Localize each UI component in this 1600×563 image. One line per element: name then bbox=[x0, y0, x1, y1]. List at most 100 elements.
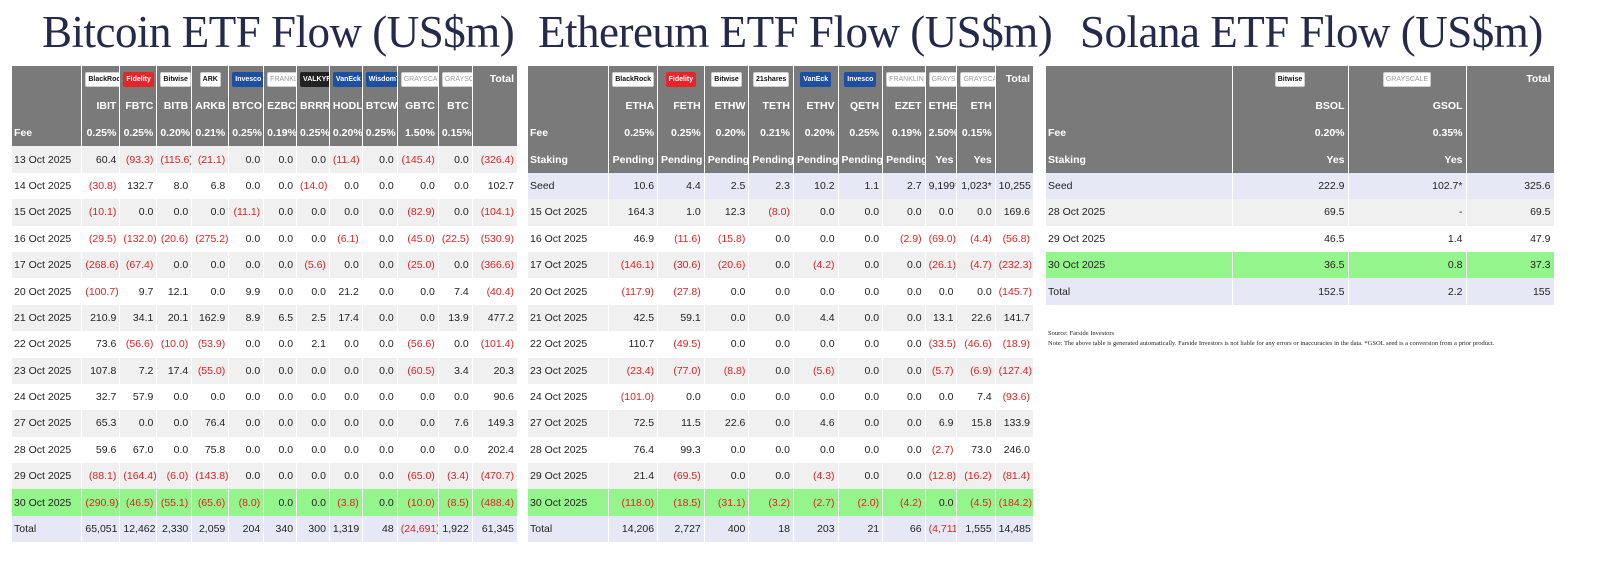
flow-cell: 34.1 bbox=[119, 304, 158, 332]
flow-cell: (65.0) bbox=[397, 463, 439, 490]
ticker-ethe: ETHE bbox=[925, 92, 958, 120]
flow-cell: 0.0 bbox=[156, 436, 193, 464]
row-total-cell: 141.7 bbox=[995, 304, 1035, 332]
flow-cell: (27.8) bbox=[657, 278, 705, 305]
flow-cell: (12.8) bbox=[925, 463, 958, 490]
ticker-ethv: ETHV bbox=[793, 92, 839, 120]
flow-cell: 340 bbox=[263, 515, 298, 543]
flow-cell: 0.0 bbox=[838, 357, 884, 384]
total-header: Total bbox=[1466, 66, 1555, 92]
flow-cell: 8.9 bbox=[228, 304, 265, 332]
flow-cell: (4.2) bbox=[793, 251, 839, 279]
issuer-cell: VanEck bbox=[329, 66, 363, 92]
cell: 0.20% bbox=[329, 120, 363, 147]
flow-cell: 162.9 bbox=[191, 304, 230, 332]
flow-cell: 0.0 bbox=[925, 278, 958, 305]
flow-cell: (101.0) bbox=[608, 383, 659, 411]
flow-cell: 14,206 bbox=[608, 515, 659, 543]
flow-cell: (14.0) bbox=[296, 172, 330, 200]
flow-cell: 0.0 bbox=[329, 199, 363, 226]
cell: 1.50% bbox=[397, 120, 439, 147]
flow-cell: 99.3 bbox=[657, 436, 705, 464]
ticker-ezet: EZET bbox=[882, 92, 926, 120]
flow-cell: (268.6) bbox=[81, 251, 121, 279]
flow-cell: 0.0 bbox=[748, 251, 794, 279]
table-row: 30 Oct 2025 36.5 0.8 37.3 bbox=[1046, 251, 1555, 279]
flow-cell: 0.0 bbox=[838, 436, 884, 464]
cell: 0.19% bbox=[263, 120, 298, 147]
ticker-btco: BTCO bbox=[228, 92, 265, 120]
flow-cell: (49.5) bbox=[657, 331, 705, 358]
flow-cell: (29.5) bbox=[81, 225, 121, 252]
flow-cell: 0.0 bbox=[119, 410, 158, 437]
cell: 0.20% bbox=[704, 120, 750, 147]
flow-cell: (2.9) bbox=[882, 225, 926, 252]
table-row: 14 Oct 2025 (30.8) 132.7 8.0 6.8 0.0 0.0 (14.0)… bbox=[12, 172, 519, 200]
table-row: 22 Oct 2025 110.7 (49.5) 0.0 0.0 0.0 0.0 0.0 (33… bbox=[528, 331, 1035, 358]
date-cell: 22 Oct 2025 bbox=[528, 331, 610, 358]
flow-cell: (8.0) bbox=[228, 489, 265, 516]
flow-cell: 0.0 bbox=[296, 489, 330, 516]
flow-cell: 0.0 bbox=[438, 146, 473, 173]
flow-cell: 0.0 bbox=[397, 436, 439, 464]
flow-cell: (6.1) bbox=[329, 225, 363, 252]
flow-cell: (30.6) bbox=[657, 251, 705, 279]
flow-cell: (60.5) bbox=[397, 357, 439, 384]
header-corner bbox=[1046, 66, 1233, 92]
flow-cell: 13.9 bbox=[438, 304, 473, 332]
flow-cell: 0.0 bbox=[882, 278, 926, 305]
flow-cell: (5.7) bbox=[925, 357, 958, 384]
flow-cell: 46.5 bbox=[1232, 225, 1349, 252]
btc-title: Bitcoin ETF Flow (US$m) bbox=[42, 7, 515, 57]
ticker-eth: ETH bbox=[956, 92, 996, 120]
vaneck-logo: VanEck bbox=[800, 71, 832, 87]
ticker-fbtc: FBTC bbox=[119, 92, 158, 120]
issuer-cell: Bitwise bbox=[704, 66, 750, 92]
staking-row: Staking Pending Pending Pending Pending Pendi… bbox=[528, 146, 1035, 173]
flow-cell: 0.0 bbox=[838, 304, 884, 332]
flow-cell: 0.0 bbox=[882, 251, 926, 279]
row-total-cell: 90.6 bbox=[472, 383, 519, 411]
issuer-cell: WisdomTree bbox=[362, 66, 398, 92]
row-total-cell: 69.5 bbox=[1466, 199, 1555, 226]
flow-cell: 0.0 bbox=[882, 304, 926, 332]
flow-cell: 59.1 bbox=[657, 304, 705, 332]
ticker-bitb: BITB bbox=[156, 92, 193, 120]
flow-cell: 0.0 bbox=[156, 199, 193, 226]
row-total-cell: (145.7) bbox=[995, 278, 1035, 305]
flow-cell: 0.0 bbox=[397, 304, 439, 332]
total-cell bbox=[1466, 120, 1555, 147]
flow-cell: 0.0 bbox=[362, 331, 398, 358]
cell: 0.25% bbox=[119, 120, 158, 147]
table-row: 23 Oct 2025 (23.4) (77.0) (8.8) 0.0 (5.6) 0.0 0… bbox=[528, 357, 1035, 384]
bitwise-logo: Bitwise bbox=[711, 71, 742, 87]
flow-cell: (8.0) bbox=[748, 199, 794, 226]
flow-cell: 0.0 bbox=[228, 251, 265, 279]
row-label: Fee bbox=[12, 120, 83, 147]
row-total-cell: (127.4) bbox=[995, 357, 1035, 384]
flow-cell: 7.4 bbox=[438, 278, 473, 305]
flow-cell: 0.0 bbox=[748, 357, 794, 384]
flow-cell: 76.4 bbox=[191, 410, 230, 437]
franklin-logo: FRANKLIN bbox=[886, 71, 925, 87]
bitwise-logo: Bitwise bbox=[1274, 71, 1306, 87]
cell: 0.19% bbox=[882, 120, 926, 147]
fee-row: Fee 0.25% 0.25% 0.20% 0.21% 0.25% 0.19% 0.25% 0.… bbox=[12, 120, 519, 147]
disclaimer-note: Note: The above table is generated autom… bbox=[1048, 340, 1495, 347]
flow-cell: 0.0 bbox=[329, 436, 363, 464]
row-total-cell: (18.9) bbox=[995, 331, 1035, 358]
eth-title: Ethereum ETF Flow (US$m) bbox=[538, 7, 1053, 57]
flow-cell: 2.2 bbox=[1348, 278, 1467, 305]
flow-cell: 2,727 bbox=[657, 515, 705, 543]
table-row: 29 Oct 2025 46.5 1.4 47.9 bbox=[1046, 225, 1555, 252]
flow-cell: (10.0) bbox=[397, 489, 439, 516]
flow-cell: 0.0 bbox=[362, 146, 398, 173]
date-cell: 30 Oct 2025 bbox=[1046, 251, 1233, 279]
table-row: 28 Oct 2025 76.4 99.3 0.0 0.0 0.0 0.0 0.0 (2.7) 7… bbox=[528, 436, 1035, 464]
row-total-cell: 102.7 bbox=[472, 172, 519, 200]
flow-cell: 7.2 bbox=[119, 357, 158, 384]
flow-cell: 0.0 bbox=[296, 278, 330, 305]
flow-cell: 0.0 bbox=[228, 463, 265, 490]
table-row: 23 Oct 2025 107.8 7.2 17.4 (55.0) 0.0 0.0 0.0 0.… bbox=[12, 357, 519, 384]
table-row: 29 Oct 2025 (88.1) (164.4) (6.0) (143.8) 0.0 0… bbox=[12, 463, 519, 490]
